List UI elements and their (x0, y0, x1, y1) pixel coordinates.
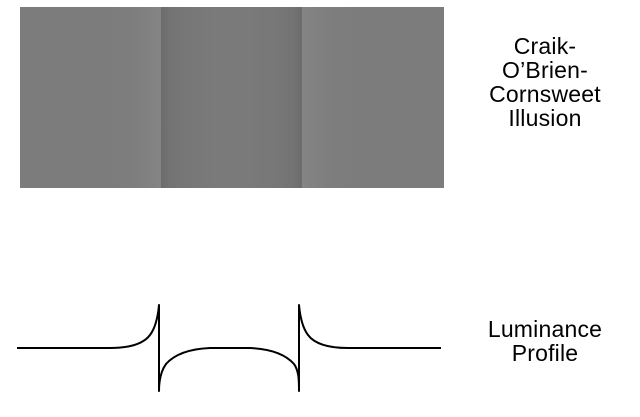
luminance-profile-line (17, 304, 441, 392)
illusion-band-left (20, 7, 161, 188)
profile-title-line-1: Luminance (487, 316, 603, 342)
illusion-title-line-2: O’Brien- (502, 57, 588, 83)
illusion-title-line-4: Illusion (508, 105, 582, 131)
profile-title-line-2: Profile (511, 340, 579, 366)
illusion-title: Craik- O’Brien- Cornsweet Illusion (470, 34, 620, 130)
illusion-band-right (302, 7, 444, 188)
cornsweet-illusion-image (20, 7, 444, 188)
illusion-band-center (161, 7, 302, 188)
profile-title: Luminance Profile (470, 317, 620, 365)
illusion-title-line-1: Craik- (513, 33, 577, 59)
illusion-title-line-3: Cornsweet (489, 81, 601, 107)
